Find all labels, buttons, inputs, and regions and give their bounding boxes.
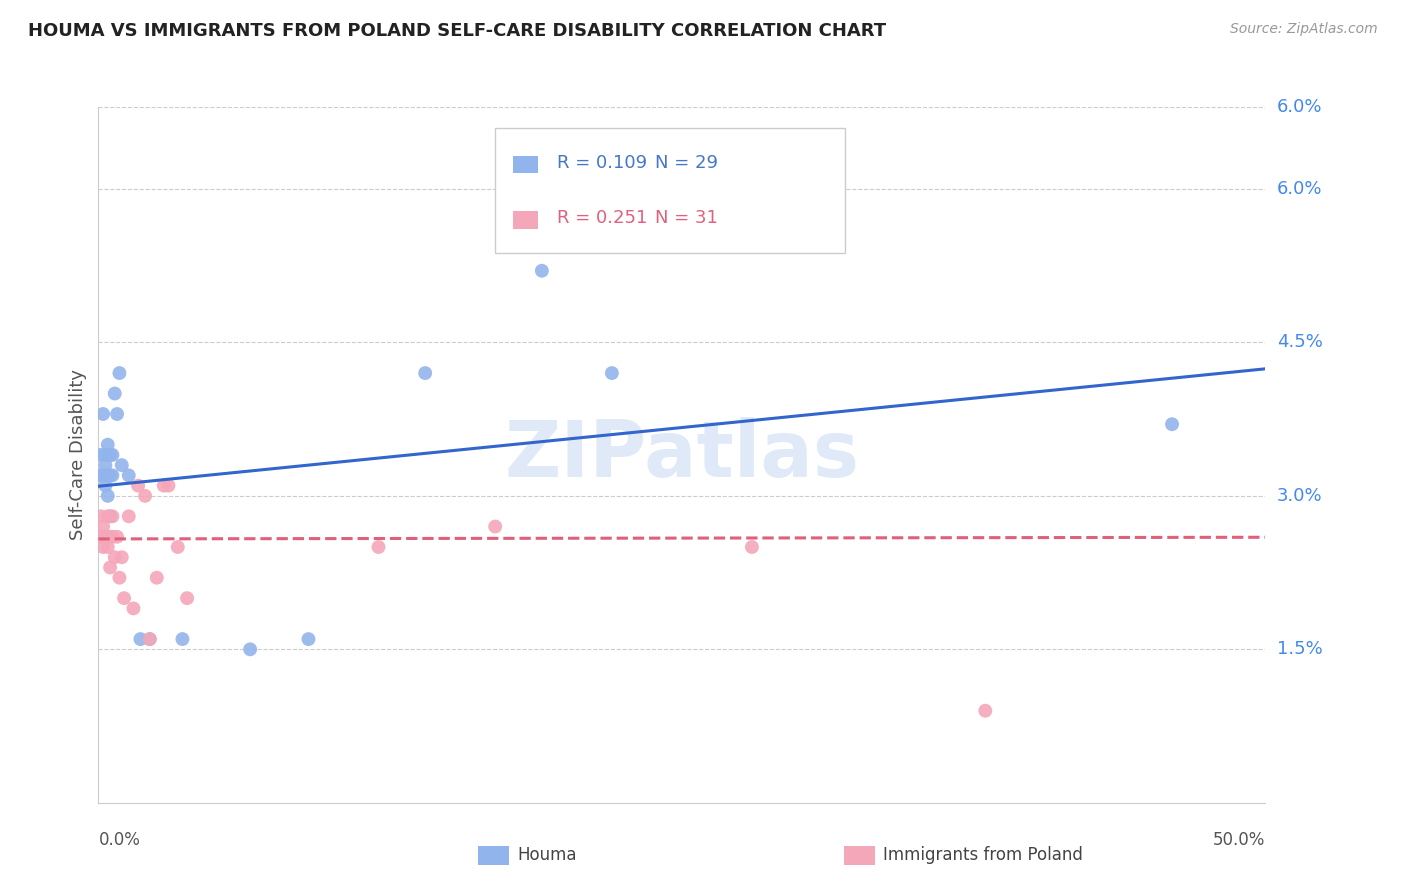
Point — [101, 468, 124, 483]
Text: 0.0%: 0.0% — [98, 830, 141, 848]
Point — [1161, 417, 1184, 432]
Text: N = 31: N = 31 — [655, 210, 718, 227]
Point — [91, 407, 114, 421]
Point — [91, 468, 114, 483]
Point — [108, 571, 131, 585]
Point — [413, 366, 436, 380]
Point — [97, 489, 120, 503]
Point — [90, 448, 112, 462]
Point — [741, 540, 763, 554]
Point — [157, 478, 180, 492]
Point — [122, 601, 145, 615]
Point — [108, 366, 131, 380]
Point — [139, 632, 162, 646]
Text: 3.0%: 3.0% — [1277, 487, 1323, 505]
Point — [98, 530, 121, 544]
Point — [172, 632, 194, 646]
Point — [600, 212, 623, 227]
Text: 1.5%: 1.5% — [1277, 640, 1323, 658]
Point — [101, 530, 124, 544]
Text: R = 0.251: R = 0.251 — [557, 210, 647, 227]
Point — [91, 540, 114, 554]
Point — [94, 458, 117, 472]
Text: Houma: Houma — [517, 847, 576, 864]
Point — [146, 571, 169, 585]
Point — [166, 540, 188, 554]
Point — [90, 509, 112, 524]
Point — [97, 540, 120, 554]
Point — [111, 458, 134, 472]
Text: 6.0%: 6.0% — [1277, 180, 1323, 198]
Point — [98, 560, 121, 574]
Point — [104, 386, 127, 401]
Point — [101, 448, 124, 462]
Text: Immigrants from Poland: Immigrants from Poland — [883, 847, 1083, 864]
Point — [90, 530, 112, 544]
Text: Source: ZipAtlas.com: Source: ZipAtlas.com — [1230, 22, 1378, 37]
Point — [98, 468, 121, 483]
Point — [94, 478, 117, 492]
Point — [101, 509, 124, 524]
Y-axis label: Self-Care Disability: Self-Care Disability — [69, 369, 87, 541]
Point — [111, 550, 134, 565]
Point — [484, 519, 506, 533]
Point — [112, 591, 135, 606]
Text: ZIPatlas: ZIPatlas — [505, 417, 859, 493]
Point — [97, 468, 120, 483]
Point — [530, 264, 553, 278]
Point — [134, 489, 156, 503]
Point — [127, 478, 149, 492]
Point — [97, 509, 120, 524]
Point — [118, 509, 141, 524]
Point — [98, 448, 121, 462]
Text: HOUMA VS IMMIGRANTS FROM POLAND SELF-CARE DISABILITY CORRELATION CHART: HOUMA VS IMMIGRANTS FROM POLAND SELF-CAR… — [28, 22, 886, 40]
Point — [94, 530, 117, 544]
Text: 4.5%: 4.5% — [1277, 334, 1323, 351]
Text: 50.0%: 50.0% — [1213, 830, 1265, 848]
Point — [105, 530, 128, 544]
Point — [176, 591, 198, 606]
Point — [90, 468, 112, 483]
Point — [974, 704, 997, 718]
Text: 6.0%: 6.0% — [1277, 98, 1323, 116]
Point — [239, 642, 262, 657]
Point — [94, 448, 117, 462]
Point — [600, 366, 623, 380]
Text: R = 0.109: R = 0.109 — [557, 153, 647, 171]
Point — [297, 632, 319, 646]
Point — [118, 468, 141, 483]
Text: N = 29: N = 29 — [655, 153, 718, 171]
Point — [139, 632, 162, 646]
Point — [98, 509, 121, 524]
Point — [91, 519, 114, 533]
Point — [129, 632, 152, 646]
Point — [97, 438, 120, 452]
Point — [104, 550, 127, 565]
Point — [152, 478, 174, 492]
Point — [367, 540, 389, 554]
Point — [105, 407, 128, 421]
